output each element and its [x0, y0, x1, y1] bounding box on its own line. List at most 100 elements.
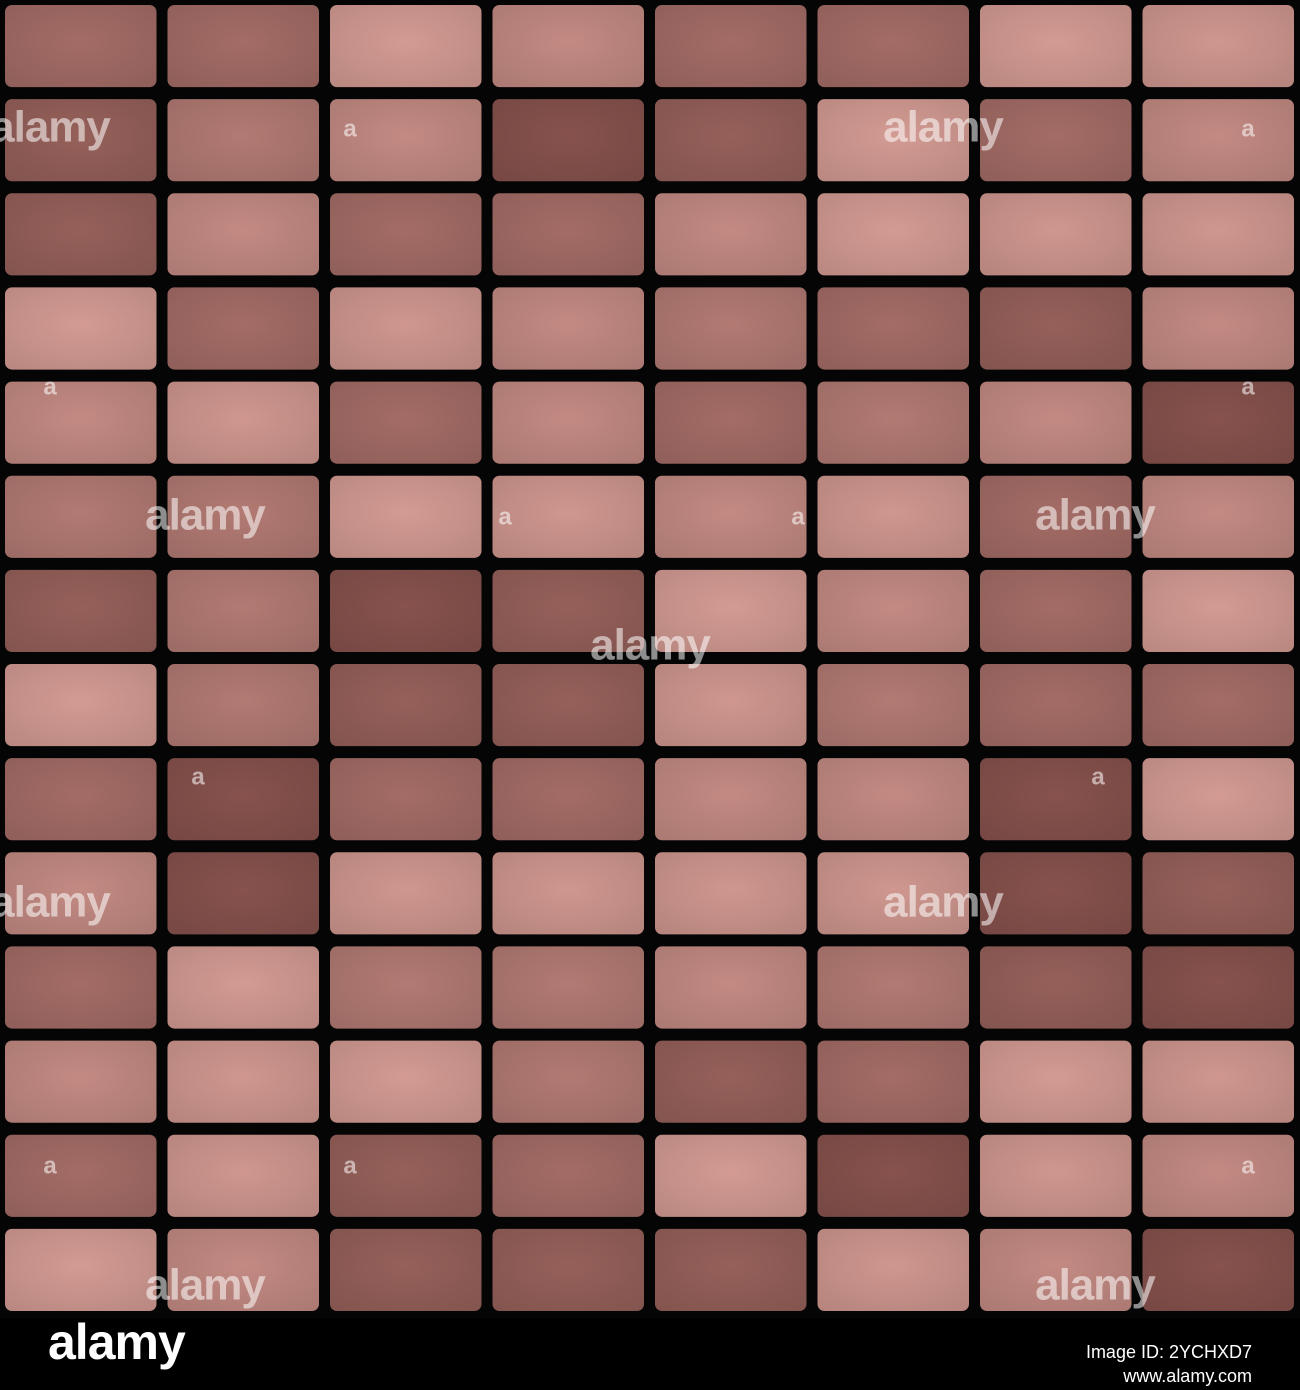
tile-shade: [330, 569, 482, 652]
tile-shade: [980, 758, 1132, 841]
tile-shade: [817, 5, 969, 88]
tile-shade: [655, 569, 807, 652]
image-id: Image ID: 2YCHXD7: [1086, 1342, 1252, 1362]
tile-shade: [655, 1040, 807, 1123]
tile-shade: [330, 946, 482, 1029]
tile-shade: [980, 569, 1132, 652]
tile-shade: [655, 193, 807, 276]
tile-shade: [980, 664, 1132, 747]
tile-shade: [980, 1228, 1132, 1311]
watermarks: alamy alamy alamy alamy alamy alamy alamy alamy…: [0, 103, 1255, 1310]
tile-shade: [655, 99, 807, 182]
tile-shade: [492, 1134, 644, 1217]
tile-shade: [492, 569, 644, 652]
tile-shade: [1142, 193, 1294, 276]
tile-shade: [167, 569, 319, 652]
tile-shade: [655, 1228, 807, 1311]
tile-shade: [1142, 664, 1294, 747]
watermark-logo: alamy: [1035, 1261, 1156, 1310]
watermark-mark: a: [1091, 763, 1105, 790]
tile-shade: [817, 1040, 969, 1123]
tile-shade: [980, 5, 1132, 88]
tile-shade: [1142, 758, 1294, 841]
tile-shade: [817, 99, 969, 182]
tile-shade: [167, 475, 319, 558]
tile-shade: [167, 1134, 319, 1217]
tile-shade: [5, 664, 157, 747]
tile-shade: [980, 852, 1132, 935]
tile-shade: [817, 193, 969, 276]
watermark-mark: a: [1241, 1152, 1255, 1179]
tile-shade: [5, 475, 157, 558]
tile-shade: [655, 664, 807, 747]
tile-shade: [330, 475, 482, 558]
tile-shade: [5, 99, 157, 182]
tile-shade: [492, 852, 644, 935]
tile-shade: [492, 475, 644, 558]
tile-shade: [1142, 287, 1294, 370]
tile-shade: [167, 193, 319, 276]
tile-shade: [167, 381, 319, 464]
watermark-logo: alamy: [0, 103, 111, 152]
watermark-logo: alamy: [145, 491, 266, 540]
tile-shade: [167, 1228, 319, 1311]
tile-shade: [817, 287, 969, 370]
watermark-mark: a: [498, 503, 512, 530]
footer-logo: alamy: [48, 1314, 186, 1370]
tile-shade: [330, 852, 482, 935]
tile-shade: [980, 475, 1132, 558]
tile-shade: [980, 381, 1132, 464]
tile-shade: [1142, 946, 1294, 1029]
tile-shade: [5, 852, 157, 935]
tile-shade: [167, 99, 319, 182]
tile-shade: [5, 946, 157, 1029]
tile-shade: [167, 5, 319, 88]
tile-shade: [1142, 381, 1294, 464]
tile-shade: [5, 287, 157, 370]
tile-shade: [330, 287, 482, 370]
tile-shade: [817, 758, 969, 841]
tile-shade: [5, 758, 157, 841]
tile-shade: [167, 946, 319, 1029]
tile-shade: [5, 1134, 157, 1217]
tile-shade: [492, 381, 644, 464]
tile-shade: [492, 99, 644, 182]
tile-shade: [1142, 569, 1294, 652]
watermark-mark: a: [343, 1152, 357, 1179]
tile-shade: [492, 1228, 644, 1311]
watermark-mark: a: [43, 373, 57, 400]
tile-shade: [1142, 475, 1294, 558]
tile-grid: [5, 5, 1294, 1311]
tile-shade: [817, 946, 969, 1029]
tile-shade: [167, 852, 319, 935]
watermark-logo: alamy: [1035, 491, 1156, 540]
tile-shade: [1142, 5, 1294, 88]
tile-shade: [655, 1134, 807, 1217]
tile-shade: [5, 1228, 157, 1311]
tile-shade: [167, 758, 319, 841]
tile-shade: [167, 664, 319, 747]
tile-shade: [655, 475, 807, 558]
watermark-mark: a: [191, 763, 205, 790]
tile-shade: [492, 758, 644, 841]
watermark-logo: alamy: [883, 103, 1004, 152]
tile-shade: [5, 569, 157, 652]
tile-shade: [1142, 1134, 1294, 1217]
tile-shade: [1142, 852, 1294, 935]
tile-shade: [655, 852, 807, 935]
watermark-logo: alamy: [883, 878, 1004, 927]
tile-shade: [1142, 99, 1294, 182]
watermark-mark: a: [43, 1152, 57, 1179]
tile-shade: [655, 5, 807, 88]
tile-shade: [330, 1228, 482, 1311]
tile-shade: [817, 475, 969, 558]
tile-shade: [5, 381, 157, 464]
tile-shade: [655, 287, 807, 370]
tile-shade: [330, 1134, 482, 1217]
tile-shade: [167, 287, 319, 370]
tile-shade: [5, 5, 157, 88]
tile-shade: [817, 664, 969, 747]
tile-shade: [980, 287, 1132, 370]
watermark-logo: alamy: [590, 621, 711, 670]
